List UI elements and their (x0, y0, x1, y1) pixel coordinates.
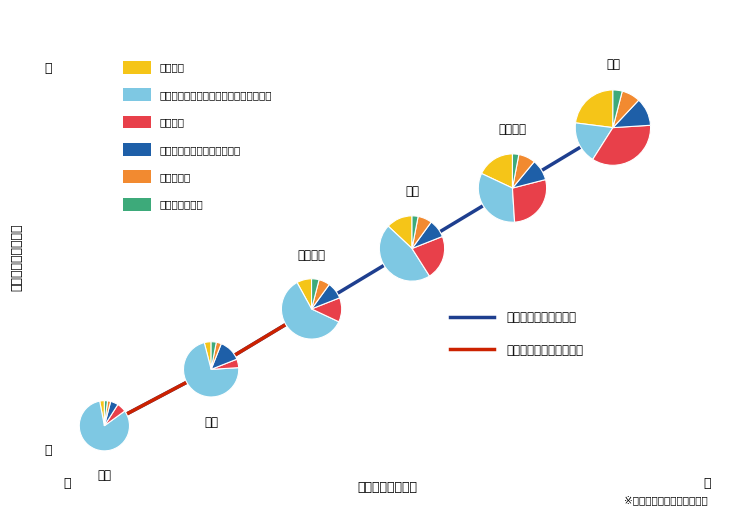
Wedge shape (312, 298, 342, 322)
Text: 期待されるリターン: 期待されるリターン (10, 223, 23, 291)
Text: 想定されるリスク: 想定されるリスク (357, 480, 417, 493)
Text: 外国株式: 外国株式 (159, 117, 185, 127)
Wedge shape (104, 407, 106, 426)
Wedge shape (312, 287, 323, 309)
Wedge shape (104, 401, 107, 426)
Text: 高: 高 (703, 476, 711, 489)
Wedge shape (412, 216, 418, 249)
Bar (123, 144, 151, 157)
Wedge shape (312, 290, 330, 309)
Wedge shape (183, 343, 239, 397)
Wedge shape (289, 287, 334, 332)
Text: 低: 低 (63, 476, 71, 489)
Wedge shape (380, 227, 429, 281)
Wedge shape (512, 162, 545, 189)
Wedge shape (613, 92, 639, 128)
Text: 外国債券（為替ヘッジなし）: 外国債券（為替ヘッジなし） (159, 145, 241, 154)
Wedge shape (312, 287, 313, 309)
Wedge shape (575, 124, 613, 160)
Wedge shape (312, 279, 319, 309)
Wedge shape (100, 401, 104, 426)
Wedge shape (104, 407, 107, 426)
Text: オルタナティブ: オルタナティブ (159, 199, 203, 209)
Text: 積極: 積極 (606, 58, 620, 71)
Wedge shape (478, 174, 515, 223)
Wedge shape (209, 349, 211, 370)
Wedge shape (388, 216, 412, 249)
Bar (123, 171, 151, 184)
Wedge shape (482, 155, 512, 189)
Text: やや積極: やや積極 (499, 123, 526, 135)
Text: ※実際の運用とは異なります: ※実際の運用とは異なります (624, 494, 708, 504)
Bar (123, 199, 151, 211)
Wedge shape (312, 280, 329, 309)
Wedge shape (613, 101, 650, 128)
Text: リスク許容度に応じた運用コース別のリスク・リターン（イメージ）: リスク許容度に応じた運用コース別のリスク・リターン（イメージ） (210, 18, 520, 36)
Wedge shape (104, 405, 125, 426)
Wedge shape (211, 349, 214, 370)
Wedge shape (211, 343, 221, 370)
Wedge shape (307, 287, 312, 309)
Wedge shape (282, 283, 339, 340)
Text: 高: 高 (44, 62, 52, 74)
Wedge shape (512, 180, 547, 223)
Text: やや保守: やや保守 (298, 248, 326, 261)
Wedge shape (104, 408, 112, 426)
Text: 国内債券・外国債券（為替ヘッジあり）: 国内債券・外国債券（為替ヘッジあり） (159, 90, 272, 100)
Wedge shape (412, 217, 431, 249)
Wedge shape (103, 407, 104, 426)
Bar (123, 89, 151, 102)
Text: 世界リート: 世界リート (159, 172, 191, 182)
Wedge shape (211, 349, 220, 370)
Text: 中位: 中位 (405, 185, 419, 197)
Wedge shape (85, 407, 123, 445)
Wedge shape (412, 222, 442, 249)
Bar (123, 116, 151, 129)
Wedge shape (593, 126, 650, 166)
Wedge shape (312, 285, 339, 309)
Wedge shape (104, 401, 111, 426)
Wedge shape (297, 279, 312, 309)
Text: 保守: 保守 (97, 468, 112, 481)
Wedge shape (512, 155, 519, 189)
Wedge shape (80, 401, 129, 451)
Wedge shape (312, 287, 316, 309)
Wedge shape (211, 342, 216, 370)
Text: 低: 低 (44, 443, 52, 457)
Wedge shape (104, 402, 118, 426)
Text: マスター・プログラム: マスター・プログラム (506, 311, 576, 324)
Bar (123, 62, 151, 74)
Wedge shape (211, 349, 212, 370)
Wedge shape (204, 342, 211, 370)
Wedge shape (613, 91, 622, 128)
Wedge shape (104, 407, 110, 426)
Text: 国内株式: 国内株式 (159, 63, 185, 72)
Wedge shape (412, 237, 445, 276)
Text: ポンドコア・プログラム: ポンドコア・プログラム (506, 343, 583, 356)
Wedge shape (512, 155, 534, 189)
Wedge shape (211, 344, 237, 370)
Wedge shape (211, 351, 223, 370)
Wedge shape (211, 359, 239, 370)
Text: 中位: 中位 (204, 415, 218, 428)
Wedge shape (575, 91, 613, 128)
Wedge shape (190, 349, 232, 391)
